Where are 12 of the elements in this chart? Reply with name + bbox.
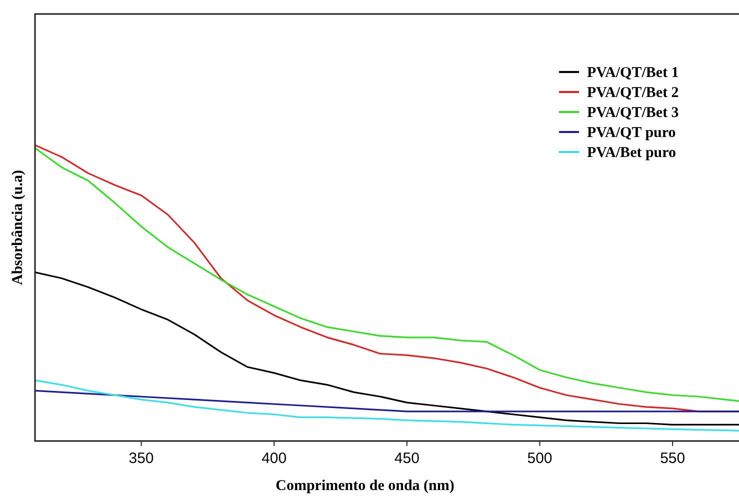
x-tick-label: 550 xyxy=(660,450,686,467)
legend-label: PVA/QT/Bet 2 xyxy=(587,85,679,101)
x-tick-label: 500 xyxy=(527,450,552,467)
legend-label: PVA/QT puro xyxy=(587,125,676,141)
legend-label: PVA/QT/Bet 1 xyxy=(587,65,679,81)
legend-label: PVA/QT/Bet 3 xyxy=(587,105,679,121)
x-tick-label: 450 xyxy=(394,450,420,467)
x-axis-title: Comprimento de onda (nm) xyxy=(276,478,454,494)
x-tick-label: 400 xyxy=(262,450,287,467)
y-axis-title: Absorbância (u.a) xyxy=(10,170,26,286)
x-tick-label: 350 xyxy=(128,450,154,467)
legend-label: PVA/Bet puro xyxy=(587,145,676,161)
